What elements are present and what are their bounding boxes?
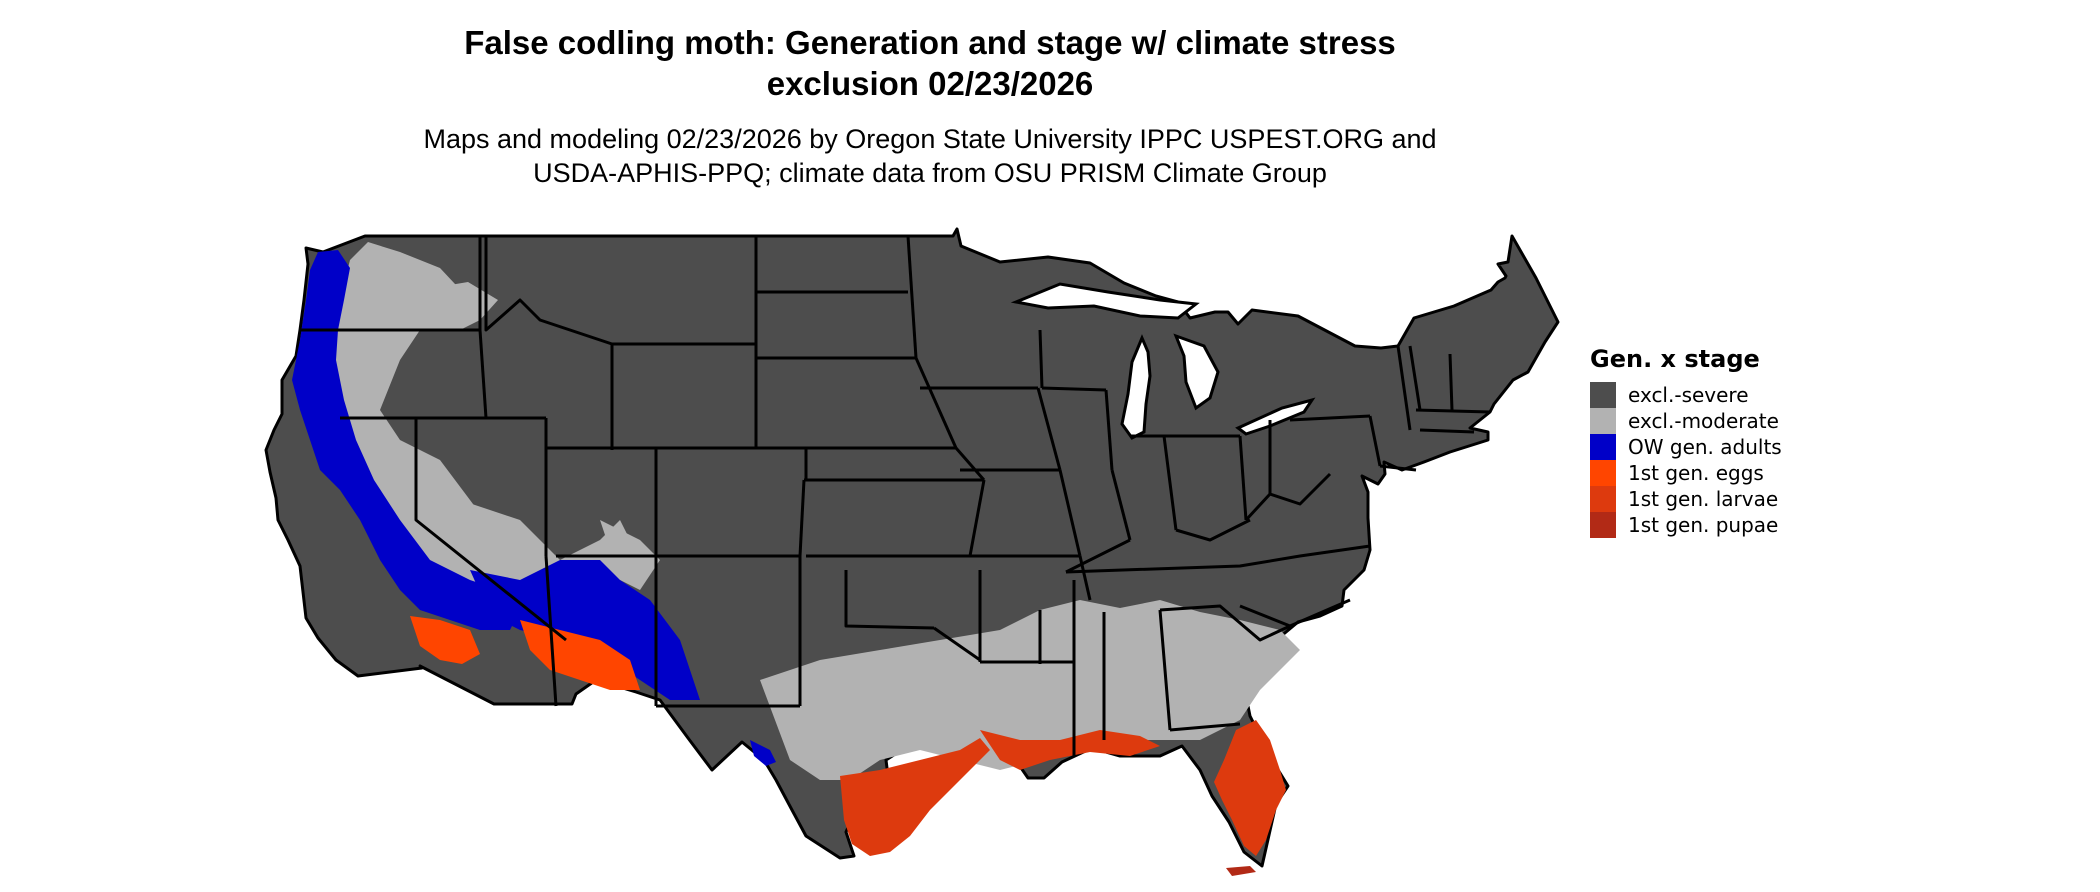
legend-swatch-1st-gen-larvae <box>1590 486 1616 512</box>
legend-swatch-1st-gen-eggs <box>1590 460 1616 486</box>
legend: Gen. x stage excl.-severe excl.-moderate… <box>1590 344 1850 538</box>
lake-huron <box>1173 333 1220 411</box>
map-subtitle: Maps and modeling 02/23/2026 by Oregon S… <box>423 124 1437 188</box>
legend-item-excl-severe: excl.-severe <box>1590 382 1850 408</box>
zone-pupae-florida-keys <box>1226 866 1256 876</box>
title-block: False codling moth: Generation and stage… <box>390 22 1470 190</box>
legend-label-ow-gen-adults: OW gen. adults <box>1628 435 1782 459</box>
legend-item-1st-gen-larvae: 1st gen. larvae <box>1590 486 1850 512</box>
map-title: False codling moth: Generation and stage… <box>464 24 1396 102</box>
zone-moderate-gulf <box>760 600 1300 780</box>
lake-superior <box>1010 282 1200 320</box>
zone-larvae-gulf <box>980 730 1160 770</box>
legend-item-excl-moderate: excl.-moderate <box>1590 408 1850 434</box>
legend-label-1st-gen-eggs: 1st gen. eggs <box>1628 461 1764 485</box>
legend-title: Gen. x stage <box>1590 345 1760 373</box>
legend-item-1st-gen-pupae: 1st gen. pupae <box>1590 512 1850 538</box>
legend-swatch-1st-gen-pupae <box>1590 512 1616 538</box>
zone-larvae-florida <box>1214 720 1286 856</box>
lake-erie <box>1235 397 1316 436</box>
state-borders <box>300 235 1491 756</box>
legend-label-1st-gen-larvae: 1st gen. larvae <box>1628 487 1779 511</box>
zone-larvae-texas <box>840 738 990 856</box>
zone-ow-adults-texas <box>750 740 776 766</box>
legend-label-excl-moderate: excl.-moderate <box>1628 409 1779 433</box>
legend-swatch-excl-severe <box>1590 382 1616 408</box>
zone-moderate-pacific <box>330 242 520 620</box>
legend-swatch-ow-gen-adults <box>1590 434 1616 460</box>
legend-label-1st-gen-pupae: 1st gen. pupae <box>1628 513 1779 537</box>
legend-swatch-excl-moderate <box>1590 408 1616 434</box>
zone-eggs-socal <box>410 616 480 664</box>
legend-label-excl-severe: excl.-severe <box>1628 383 1749 407</box>
legend-item-1st-gen-eggs: 1st gen. eggs <box>1590 460 1850 486</box>
zone-ow-adults-desert <box>470 560 700 700</box>
legend-item-ow-gen-adults: OW gen. adults <box>1590 434 1850 460</box>
